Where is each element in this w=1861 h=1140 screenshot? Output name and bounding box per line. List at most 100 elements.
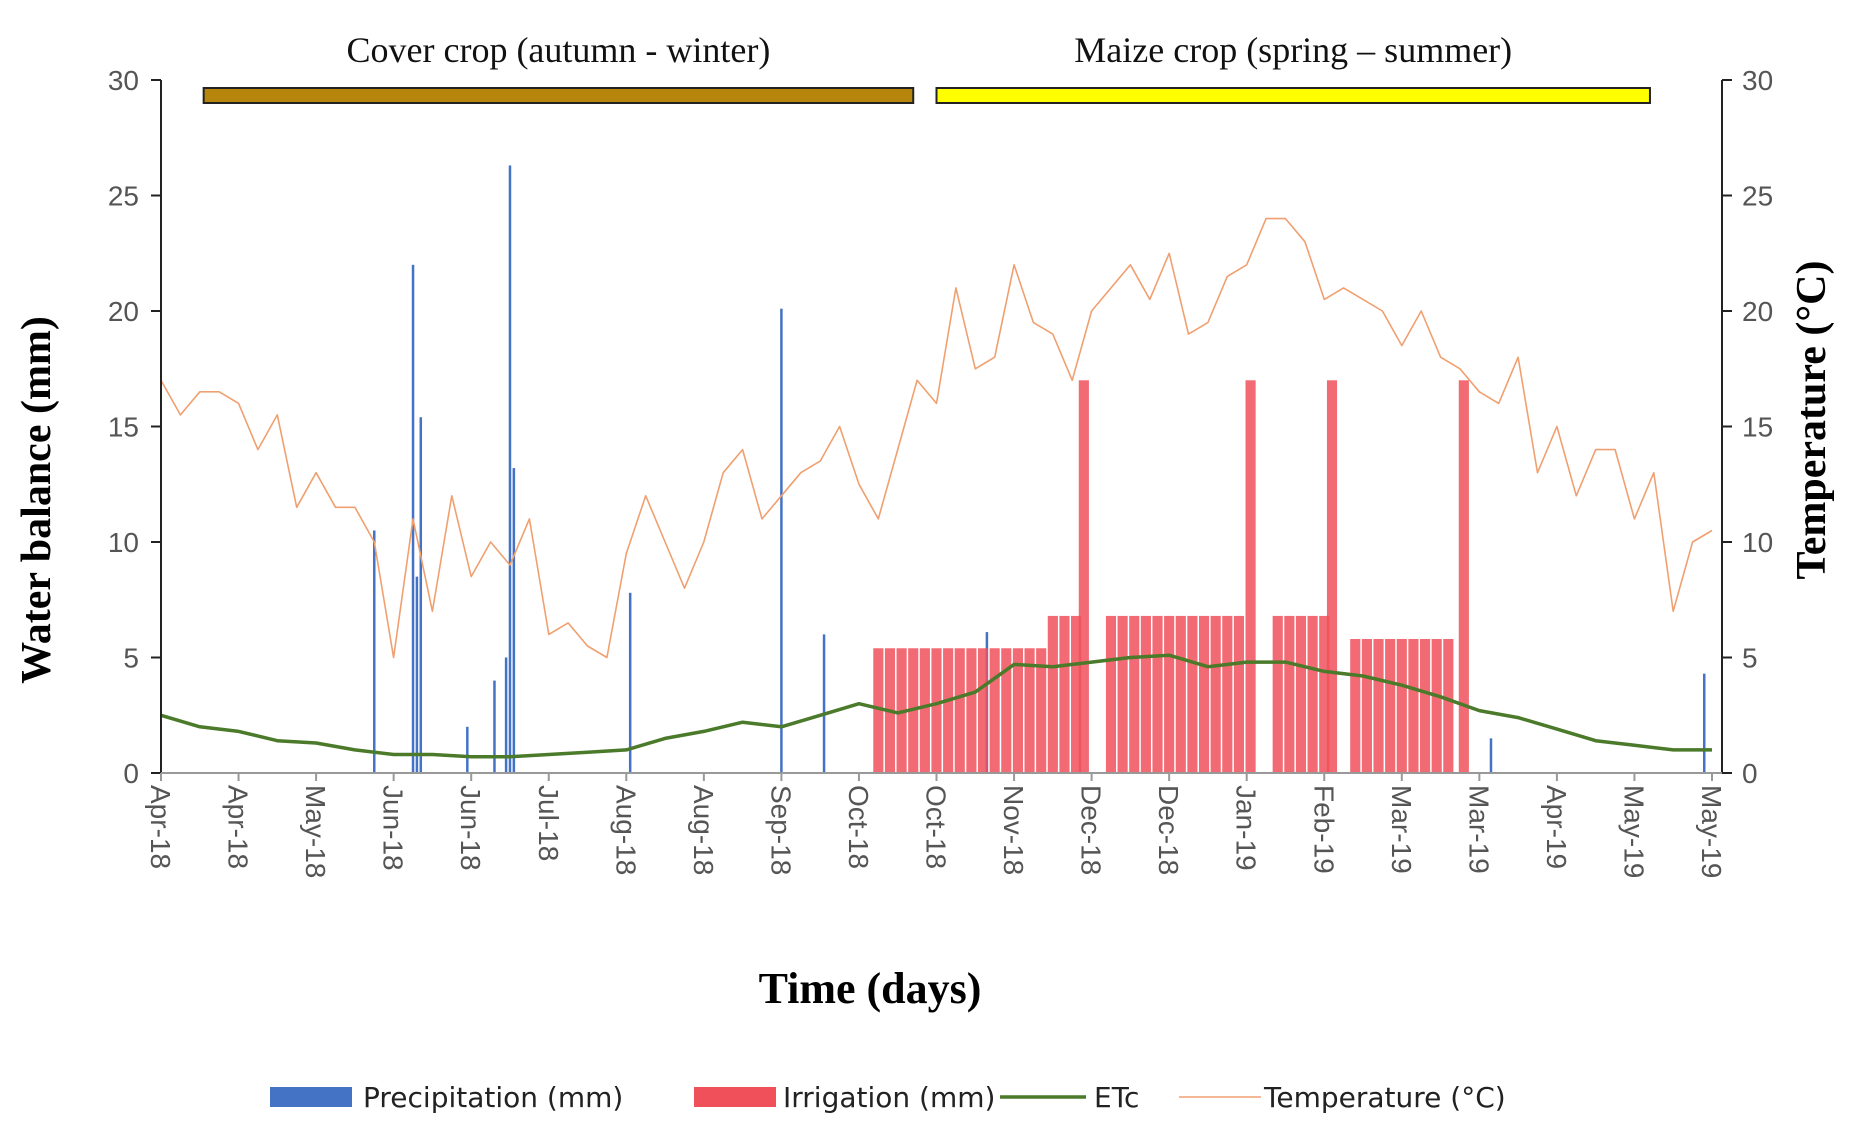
x-tick-label: Sep-18 [765,785,796,875]
x-tick-label: Jan-19 [1231,785,1262,871]
precipitation-bar [466,726,469,773]
period-bar [935,87,1651,104]
y-tick-label: 30 [108,65,139,96]
x-tick-label: Jun-18 [455,785,486,871]
irrigation-bar [1443,639,1454,773]
y2-tick-label: 30 [1742,65,1773,96]
irrigation-bar [1272,615,1283,773]
irrigation-bar [966,648,977,773]
irrigation-bar [1361,639,1372,773]
y2-tick-label: 20 [1742,296,1773,327]
precipitation-bar [628,592,632,773]
precipitation-bar [373,530,376,773]
irrigation-bar [1001,648,1012,773]
irrigation-bar [1222,615,1233,773]
irrigation-bar [1385,639,1396,773]
x-tick-label: Nov-18 [998,785,1029,875]
period-label: Maize crop (spring – summer) [1074,30,1512,70]
precipitation-bar [415,576,419,773]
irrigation-bar [1419,639,1431,773]
x-tick-label: Aug-18 [610,785,641,875]
x-tick-label: Jul-18 [533,785,564,861]
legend-label: Precipitation (mm) [363,1081,623,1114]
irrigation-bar [873,648,884,773]
irrigation-bar [1233,615,1245,773]
x-tick-label: Oct-18 [843,785,874,869]
x-tick-label: Dec-18 [1153,785,1184,875]
precipitation-bar [1702,673,1706,773]
irrigation-bar [931,648,942,773]
y-tick-label: 20 [108,296,139,327]
x-tick-label: Mar-19 [1386,785,1417,874]
irrigation-bar [1245,380,1256,773]
legend-label: ETc [1094,1081,1139,1114]
x-tick-label: May-19 [1696,785,1727,878]
y-tick-label: 10 [108,527,139,558]
legend-swatch [270,1087,352,1107]
y-tick-label: 25 [108,181,139,212]
y-axis-title: Water balance (mm) [14,316,60,684]
x-tick-label: Apr-18 [223,785,254,869]
irrigation-bar [1152,615,1163,773]
irrigation-bar [1105,615,1117,773]
precipitation-bar [1489,738,1493,773]
precipitation-bar [504,657,508,773]
irrigation-bar [1129,615,1140,773]
irrigation-bar [1078,380,1089,773]
irrigation-bar [1326,380,1338,773]
x-tick-label: Dec-18 [1076,785,1107,875]
irrigation-bar [1431,639,1442,773]
irrigation-bar [1117,615,1128,773]
irrigation-bar [943,648,954,773]
irrigation-bar [919,648,930,773]
temperature-line [160,217,1713,659]
x-tick-label: Aug-18 [688,785,719,875]
y2-tick-label: 10 [1742,527,1773,558]
legend-label: Temperature (°C) [1263,1081,1506,1114]
irrigation-bar [1198,615,1210,773]
precipitation-bar [508,165,512,774]
period-label: Cover crop (autumn - winter) [347,30,771,70]
irrigation-bar [1396,639,1407,773]
precipitation-bar [512,468,516,773]
irrigation-bar [954,648,965,773]
irrigation-bar [1307,615,1318,773]
legend-label: Irrigation (mm) [783,1081,995,1114]
irrigation-bar [1024,648,1035,773]
y2-tick-label: 25 [1742,181,1773,212]
irrigation-bar [1175,615,1186,773]
x-tick-label: Apr-18 [145,785,176,869]
y2-tick-label: 5 [1742,643,1758,674]
precipitation-bar [419,417,423,773]
irrigation-bar [1047,615,1058,773]
x-tick-label: May-18 [300,785,331,878]
irrigation-bar [1284,615,1295,773]
precipitation-bar [822,634,826,773]
y-tick-label: 15 [108,412,139,443]
irrigation-bar [1295,615,1307,773]
period-bar [202,87,915,104]
x-tick-label: Feb-19 [1308,785,1339,874]
y2-axis-title: Temperature (°C) [1789,261,1835,580]
x-tick-label: Jun-18 [378,785,409,871]
x-tick-label: Mar-19 [1463,785,1494,874]
irrigation-bar [1319,615,1330,773]
y2-tick-label: 15 [1742,412,1773,443]
y2-tick-label: 0 [1742,758,1758,789]
irrigation-bar [1164,615,1175,773]
irrigation-bar [1059,615,1070,773]
irrigation-bar [977,648,989,773]
irrigation-bar [1012,648,1023,773]
x-tick-label: Oct-18 [921,785,952,869]
y-tick-label: 5 [123,643,139,674]
irrigation-bar [989,648,1000,773]
x-tick-label: May-19 [1618,785,1649,878]
etc-line [160,653,1712,759]
irrigation-bar [1210,615,1221,773]
legend-swatch [694,1087,776,1107]
irrigation-bar [1373,639,1384,773]
irrigation-bar [1350,639,1361,773]
precipitation-bar [780,308,783,773]
x-tick-label: Apr-19 [1541,785,1572,869]
